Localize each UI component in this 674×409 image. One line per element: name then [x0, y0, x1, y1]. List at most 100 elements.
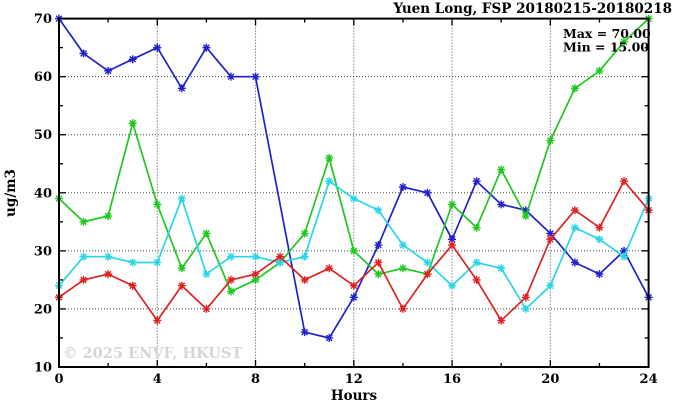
series-blue-marker [595, 270, 604, 279]
series-cyan-marker [325, 177, 334, 186]
series-green-marker [595, 66, 604, 75]
series-cyan [55, 177, 653, 313]
series-blue-marker [374, 241, 383, 250]
chart-text: Yuen Long, FSP 20180215-20180218 Max = 7… [3, 1, 672, 404]
y-tick-label: 50 [34, 128, 52, 143]
series-green-marker [472, 223, 481, 232]
series-blue-marker [202, 43, 211, 52]
series-red-marker [472, 275, 481, 284]
series-cyan-marker [374, 206, 383, 215]
series-green-marker [79, 217, 88, 226]
x-axis-label: Hours [331, 388, 378, 404]
series-red-marker [104, 270, 113, 279]
series-cyan-marker [251, 252, 260, 261]
series-red-marker [202, 304, 211, 313]
series-blue-marker [497, 200, 506, 209]
y-tick-label: 60 [34, 70, 52, 85]
x-tick-label: 4 [153, 372, 162, 387]
series-red-marker [546, 235, 555, 244]
series-cyan-marker [349, 194, 358, 203]
series-cyan-marker [472, 258, 481, 267]
y-tick-label: 10 [34, 361, 52, 376]
series-blue-marker [128, 55, 137, 64]
series-green-marker [202, 229, 211, 238]
data-series [55, 14, 653, 342]
series-red-marker [251, 270, 260, 279]
series-cyan-marker [300, 252, 309, 261]
series-blue-marker [349, 293, 358, 302]
series-green-marker [177, 264, 186, 273]
series-cyan-marker [497, 264, 506, 273]
series-blue-marker [79, 49, 88, 58]
series-red-marker [423, 270, 432, 279]
series-green-marker [251, 275, 260, 284]
series-green-marker [349, 246, 358, 255]
series-blue-marker [153, 43, 162, 52]
series-cyan-marker [570, 223, 579, 232]
tick-labels: 0 4 8 12 16 20 24 10 20 30 40 50 60 70 [34, 12, 658, 387]
series-green-marker [374, 270, 383, 279]
x-tick-label: 12 [345, 372, 363, 387]
series-cyan-marker [620, 252, 629, 261]
series-blue-marker [620, 246, 629, 255]
series-green-marker [300, 229, 309, 238]
y-axis-label: ug/m3 [3, 169, 19, 217]
series-red-marker [398, 304, 407, 313]
series-blue-marker [570, 258, 579, 267]
series-green-marker [497, 165, 506, 174]
series-blue-line [58, 18, 650, 339]
series-cyan-marker [128, 258, 137, 267]
series-blue-marker [226, 72, 235, 81]
series-red-marker [276, 252, 285, 261]
series-blue-marker [300, 328, 309, 337]
max-annotation: Max = 70.00 [563, 26, 651, 41]
series-red-marker [521, 293, 530, 302]
y-tick-label: 20 [34, 302, 52, 317]
watermark: © 2025 ENVF, HKUST [63, 345, 242, 362]
series-green-marker [448, 200, 457, 209]
series-blue-marker [325, 333, 334, 342]
x-tick-label: 16 [443, 372, 461, 387]
series-red-marker [620, 177, 629, 186]
series-green [55, 14, 653, 296]
series-green-marker [325, 153, 334, 162]
x-tick-label: 0 [54, 372, 63, 387]
series-cyan-marker [423, 258, 432, 267]
min-annotation: Min = 15.00 [563, 40, 649, 55]
series-cyan-marker [521, 304, 530, 313]
series-blue-marker [521, 206, 530, 215]
series-blue-marker [448, 235, 457, 244]
series-cyan-marker [546, 281, 555, 290]
series-green-marker [398, 264, 407, 273]
series-cyan-marker [226, 252, 235, 261]
series-red-marker [79, 275, 88, 284]
series-cyan-marker [79, 252, 88, 261]
series-cyan-marker [448, 281, 457, 290]
y-tick-label: 30 [34, 244, 52, 259]
series-red-marker [374, 258, 383, 267]
series-red-marker [226, 275, 235, 284]
chart-title: Yuen Long, FSP 20180215-20180218 [392, 1, 672, 17]
series-blue-marker [423, 188, 432, 197]
series-blue-marker [104, 66, 113, 75]
series-red-marker [497, 316, 506, 325]
series-green-marker [546, 136, 555, 145]
gridlines [59, 18, 649, 367]
series-cyan-marker [595, 235, 604, 244]
series-blue-marker [251, 72, 260, 81]
series-cyan-marker [398, 241, 407, 250]
series-green-marker [521, 212, 530, 221]
series-red-marker [595, 223, 604, 232]
series-cyan-marker [177, 194, 186, 203]
series-blue-marker [472, 177, 481, 186]
series-cyan-marker [104, 252, 113, 261]
series-red-marker [300, 275, 309, 284]
series-green-marker [153, 200, 162, 209]
series-green-marker [128, 119, 137, 128]
series-red-marker [325, 264, 334, 273]
series-blue-marker [546, 229, 555, 238]
axes [58, 17, 650, 368]
series-cyan-marker [202, 270, 211, 279]
